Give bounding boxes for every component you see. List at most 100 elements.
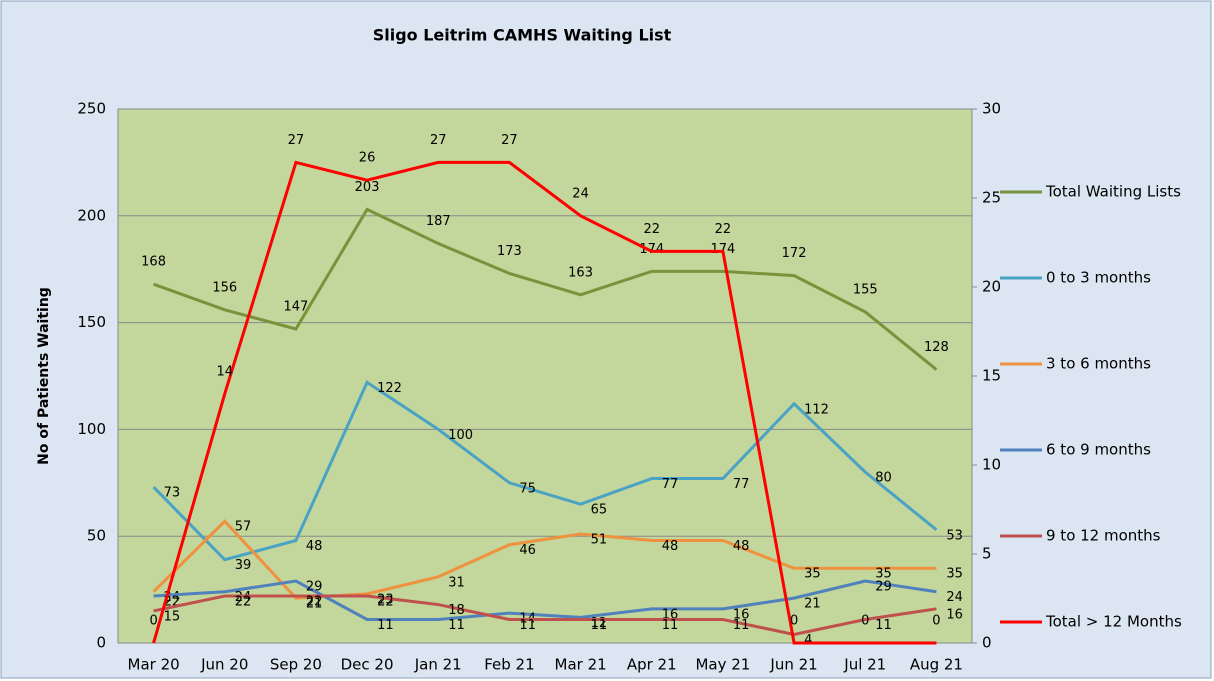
y2-tick-label: 15 [982,367,1001,385]
x-tick-label: Dec 20 [341,656,394,674]
data-label: 39 [235,558,252,573]
y-tick-label: 50 [87,527,106,545]
series-line [152,160,937,645]
data-label: 174 [639,242,664,257]
plot-area [117,108,973,644]
y2-tick-label: 0 [982,634,992,652]
data-label: 23 [377,592,394,607]
data-label: 11 [591,618,608,633]
data-label: 65 [591,503,608,518]
data-label: 21 [804,597,821,612]
x-tick-label: Jun 21 [769,656,817,674]
series-line [153,579,937,622]
data-label: 156 [212,280,237,295]
data-label: 11 [519,618,536,633]
legend-label: Total > 12 Months [1045,613,1182,631]
data-label: 35 [804,567,821,582]
series-line [153,594,937,636]
data-label: 0 [790,614,798,629]
data-label: 18 [448,603,465,618]
x-tick-label: Apr 21 [627,656,677,674]
y2-tick-label: 10 [982,456,1001,474]
data-label: 21 [306,597,323,612]
data-label: 168 [141,255,166,270]
data-label: 75 [519,481,536,496]
x-tick-label: Sep 20 [270,656,322,674]
data-label: 77 [662,477,679,492]
chart-title: Sligo Leitrim CAMHS Waiting List [373,26,672,45]
data-label: 16 [733,607,750,622]
data-label: 11 [733,618,750,633]
y-tick-label: 150 [77,313,106,331]
series-line [152,519,937,600]
data-label: 24 [572,186,589,201]
data-label: 11 [875,618,892,633]
data-label: 46 [519,543,536,558]
data-label: 203 [355,180,380,195]
data-label: 29 [306,580,323,595]
data-label: 100 [448,428,473,443]
data-label: 155 [853,282,878,297]
data-label: 173 [497,244,522,259]
data-label: 22 [235,595,252,610]
x-tick-label: Jan 21 [414,656,462,674]
data-label: 0 [861,614,869,629]
data-label: 48 [306,539,323,554]
data-label: 24 [235,590,252,605]
y-axis-label: No of Patients Waiting [36,287,52,465]
data-label: 48 [662,539,679,554]
x-tick-label: May 21 [695,656,750,674]
y2-tick-label: 30 [982,100,1001,118]
y-tick-label: 0 [96,634,106,652]
data-label: 27 [288,133,305,148]
data-label: 22 [377,595,394,610]
data-label: 122 [377,381,402,396]
y-tick-label: 200 [77,206,106,224]
data-label: 29 [875,580,892,595]
x-tick-label: Jun 20 [200,656,248,674]
y-tick-label: 100 [77,420,106,438]
data-label: 35 [875,567,892,582]
data-label: 187 [426,214,451,229]
data-label: 27 [501,133,518,148]
x-tick-label: Jul 21 [843,656,886,674]
data-label: 147 [284,300,309,315]
data-label: 163 [568,265,593,280]
data-label: 77 [733,477,750,492]
data-label: 26 [359,151,376,166]
data-label: 174 [711,242,736,257]
x-tick-label: Mar 21 [555,656,607,674]
data-label: 16 [946,607,963,622]
x-tick-label: Feb 21 [484,656,534,674]
series-line [153,207,938,371]
legend-label: 9 to 12 months [1046,527,1161,545]
data-label: 11 [377,618,394,633]
data-label: 22 [306,595,323,610]
data-label: 53 [946,528,963,543]
y2-tick-label: 25 [982,189,1001,207]
legend-label: 6 to 9 months [1046,441,1151,459]
legend-label: 0 to 3 months [1046,269,1151,287]
data-label: 0 [149,614,157,629]
data-label: 51 [591,533,608,548]
data-label: 11 [662,618,679,633]
data-label: 4 [804,633,812,648]
data-label: 48 [733,539,750,554]
series-line [152,380,938,562]
y2-tick-label: 20 [982,278,1001,296]
y2-tick-label: 5 [982,545,992,563]
y-tick-label: 250 [77,100,106,118]
data-label: 27 [430,133,447,148]
data-label: 112 [804,402,829,417]
data-label: 22 [643,222,660,237]
legend-label: Total Waiting Lists [1045,183,1181,201]
data-label: 172 [782,246,807,261]
data-label: 11 [448,618,465,633]
data-label: 22 [715,222,732,237]
data-label: 73 [164,486,181,501]
x-tick-label: Mar 20 [128,656,180,674]
data-label: 0 [932,614,940,629]
data-label: 15 [164,609,181,624]
data-label: 24 [946,590,963,605]
data-label: 14 [216,364,233,379]
